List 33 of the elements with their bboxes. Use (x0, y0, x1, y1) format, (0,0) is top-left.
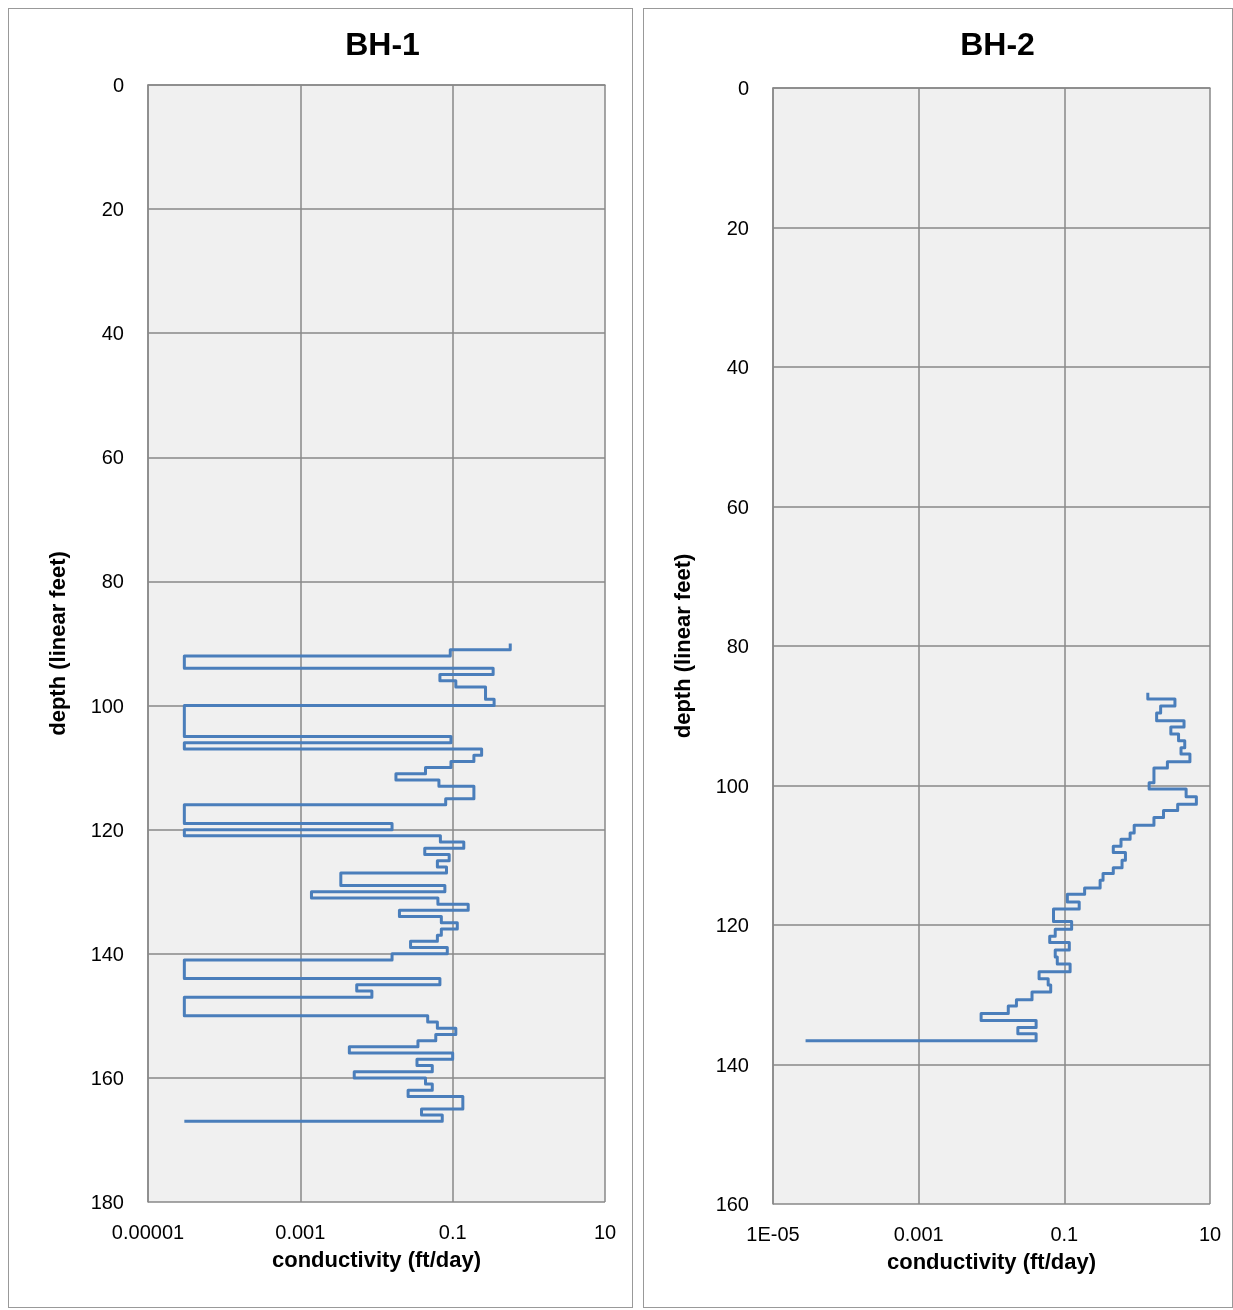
x-tick-label: 10 (593, 1221, 617, 1243)
y-tick-label: 40 (726, 356, 749, 378)
y-tick-label: 100 (90, 694, 124, 717)
x-axis-title: conductivity (ft/day) (886, 1248, 1097, 1274)
chart-title: BH-1 (345, 26, 420, 62)
y-tick-label: 180 (90, 1191, 124, 1213)
y-tick-label: 40 (101, 322, 124, 345)
y-tick-label: 0 (737, 77, 749, 99)
y-tick-label: 140 (715, 1053, 749, 1076)
y-tick-label: 80 (726, 635, 749, 657)
y-tick-label: 120 (90, 818, 124, 841)
x-tick-label: 0.00001 (111, 1221, 185, 1243)
y-tick-label: 80 (101, 570, 124, 593)
y-tick-label: 100 (715, 774, 749, 797)
y-axis-title: depth (linear feet) (44, 551, 70, 736)
y-axis-title: depth (linear feet) (669, 553, 695, 739)
x-tick-label: 10 (1198, 1223, 1222, 1245)
y-tick-label: 140 (90, 942, 124, 965)
x-tick-label: 0.001 (893, 1223, 944, 1245)
y-tick-label: 20 (726, 216, 749, 239)
y-tick-label: 20 (101, 198, 124, 221)
x-tick-label: 0.1 (438, 1221, 467, 1243)
y-tick-label: 0 (112, 74, 124, 96)
y-tick-label: 60 (726, 495, 749, 518)
x-tick-label: 1E-05 (746, 1223, 800, 1245)
x-tick-label: 0.1 (1050, 1223, 1079, 1245)
y-tick-label: 60 (101, 446, 124, 469)
y-tick-label: 160 (90, 1066, 124, 1089)
chart-title: BH-2 (960, 26, 1035, 62)
x-tick-label: 0.001 (275, 1221, 326, 1243)
y-tick-label: 120 (715, 914, 749, 936)
y-tick-label: 160 (715, 1193, 749, 1215)
x-axis-title: conductivity (ft/day) (271, 1246, 482, 1272)
